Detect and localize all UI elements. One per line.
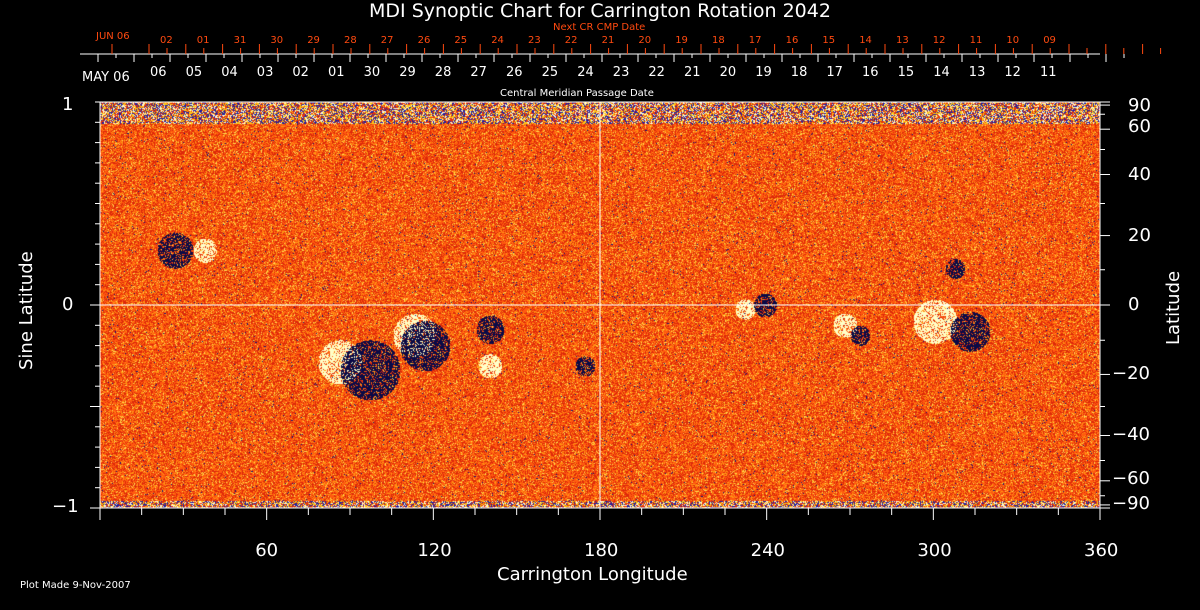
cmp-start-label: MAY 06 [82,70,130,85]
cmp-date-label: 13 [968,65,986,80]
x-tick-label: 360 [1084,540,1119,561]
next-cmp-date-label: 01 [196,35,210,46]
cmp-date-label: 25 [541,65,559,80]
cmp-date-label: 18 [790,65,808,80]
y-axis-right-label: Latitude [1163,270,1184,345]
cmp-date-label: 02 [292,65,309,80]
y-tick-right: −40 [1112,424,1150,446]
y-tick-right: 40 [1128,163,1151,185]
x-tick-label: 120 [417,540,452,561]
y-tick-right: 0 [1128,294,1140,315]
cmp-date-label: 06 [150,65,167,80]
y-tick-left-bottom: −1 [52,496,79,517]
next-cmp-date-label: 02 [160,35,173,46]
y-tick-right: −60 [1112,467,1150,489]
next-cmp-date-label: 13 [896,35,909,46]
cmp-axis-title: Central Meridian Passage Date [500,88,654,99]
cmp-date-label: 21 [684,65,701,80]
next-cmp-date-label: 29 [307,35,320,46]
cmp-date-label: 04 [221,65,238,80]
next-cmp-date-label: 12 [932,35,946,46]
next-cmp-date-label: 18 [712,35,725,46]
y-tick-left-top: 1 [62,94,74,115]
next-cmp-date-label: 16 [785,35,799,46]
next-cmp-date-label: 15 [822,35,836,46]
y-tick-right: 90 [1128,95,1151,116]
cmp-date-label: 20 [719,65,737,80]
cmp-date-label: 22 [648,65,665,80]
cmp-date-label: 30 [363,65,381,80]
next-cmp-date-label: 22 [564,35,578,46]
y-tick-right: −90 [1112,493,1150,514]
next-cmp-date-label: 14 [859,35,872,46]
cmp-date-label: 27 [470,65,487,80]
x-tick-label: 240 [750,540,786,561]
next-cmp-start-label: JUN 06 [96,31,130,42]
next-cmp-date-label: 24 [491,35,504,46]
next-cmp-date-label: 09 [1043,35,1056,46]
next-cmp-date-label: 30 [270,35,284,46]
next-cmp-date-label: 27 [380,35,394,46]
next-cmp-date-label: 19 [675,35,688,46]
y-tick-right: −20 [1112,363,1150,385]
y-tick-right: 60 [1128,116,1151,138]
cmp-date-label: 14 [933,65,950,80]
next-cmp-date-label: 11 [969,35,983,46]
x-tick-label: 180 [584,540,619,561]
cmp-date-label: 17 [826,65,843,80]
chart-title: MDI Synoptic Chart for Carrington Rotati… [369,0,831,22]
cmp-date-label: 19 [755,65,772,80]
next-cmp-date-label: 17 [748,35,762,46]
next-cmp-date-label: 26 [417,35,431,46]
next-cmp-date-label: 21 [601,35,615,46]
cmp-date-label: 26 [506,65,523,80]
y-axis-left-label: Sine Latitude [16,251,37,370]
cmp-date-label: 16 [862,65,879,80]
cmp-date-label: 11 [1040,65,1057,80]
x-axis-label: Carrington Longitude [497,564,688,585]
x-tick-label: 60 [255,540,279,561]
cmp-date-label: 15 [897,65,915,80]
next-cmp-date-label: 20 [638,35,652,46]
y-tick-left-zero: 0 [62,294,74,315]
next-cmp-axis-title: Next CR CMP Date [553,22,646,33]
cmp-date-label: 01 [328,65,345,80]
cmp-date-label: 23 [612,65,630,80]
next-cmp-date-label: 31 [233,35,247,46]
next-cmp-date-label: 10 [1006,35,1020,46]
cmp-date-label: 24 [577,65,594,80]
y-tick-right: 20 [1128,224,1151,246]
cmp-date-label: 12 [1004,65,1021,80]
plot-made-footer: Plot Made 9-Nov-2007 [20,580,131,591]
next-cmp-date-label: 25 [454,35,468,46]
next-cmp-date-label: 28 [344,35,357,46]
cmp-date-label: 03 [256,65,274,80]
cmp-date-label: 05 [185,65,203,80]
cmp-date-label: 28 [434,65,452,80]
x-tick-label: 300 [917,540,952,561]
cmp-date-label: 29 [399,65,416,80]
next-cmp-date-label: 23 [528,35,541,46]
